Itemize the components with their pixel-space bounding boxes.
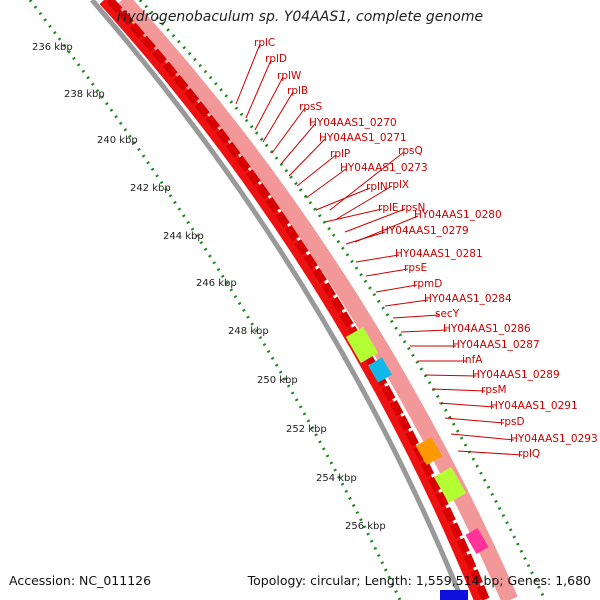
tick-label: 256 kbp (345, 521, 386, 532)
backbone-circle (90, 0, 465, 600)
gene-label-leader (457, 450, 523, 456)
feature-pink (465, 527, 489, 555)
gene-label: infA (462, 354, 483, 366)
gene-label-leader (431, 388, 486, 392)
gene-label-leader (305, 168, 347, 199)
feature-blue (440, 590, 468, 600)
gene-label: rpsD (500, 416, 525, 428)
gene-label-leader (344, 208, 406, 233)
feature-green (345, 327, 379, 363)
gene-label: HY04AAS1_0271 (319, 132, 407, 144)
gene-label: rplE (378, 202, 399, 214)
gene-label-leader (345, 231, 386, 245)
tick-label: 250 kbp (257, 375, 298, 386)
gene-label-leader (280, 123, 316, 165)
gene-label: rplN (366, 181, 388, 193)
feature-cyan (368, 357, 392, 383)
gene-label: HY04AAS1_0287 (452, 339, 540, 351)
gene-label-leader (235, 43, 261, 105)
gene-label-leader (365, 268, 409, 277)
tick-label: 252 kbp (286, 424, 327, 435)
gene-label-leader (296, 154, 337, 187)
gene-label-leader (392, 314, 440, 319)
tick-label: 248 kbp (228, 326, 269, 337)
genome-title: Hydrogenobaculum sp. Y04AAS1, complete g… (116, 9, 484, 25)
gene-label-leader (400, 329, 448, 333)
gene-label: rplD (265, 53, 287, 65)
gene-label: HY04AAS1_0279 (381, 225, 469, 237)
gene-label-leader (444, 417, 505, 424)
gene-label-leader (315, 187, 371, 211)
tick-label: 254 kbp (316, 473, 357, 484)
tick-label: 246 kbp (196, 278, 237, 289)
gene-label: HY04AAS1_0289 (472, 369, 560, 381)
gene-label-leader (262, 91, 294, 143)
gene-label-leader (288, 138, 326, 177)
gene-label: rpsQ (398, 145, 423, 157)
gene-label: HY04AAS1_0291 (490, 400, 578, 412)
gene-label: rplQ (518, 448, 540, 460)
tick-label: 242 kbp (130, 183, 171, 194)
gene-label: rpmD (413, 278, 442, 290)
tick-label: 238 kbp (64, 89, 105, 100)
gene-label: HY04AAS1_0284 (424, 293, 512, 305)
gene-ribbon (99, 0, 486, 600)
feature-orange (415, 436, 443, 466)
gene-label-leader (334, 185, 393, 221)
gene-label: rpsE (404, 262, 427, 274)
gene-label-leader (384, 299, 429, 307)
gene-label: rplP (330, 148, 350, 160)
gene-label-leader (375, 284, 418, 293)
gene-label: HY04AAS1_0280 (414, 209, 502, 221)
tick-label: 244 kbp (163, 231, 204, 242)
tick-label: 236 kbp (32, 42, 73, 53)
gene-label-leader (324, 208, 383, 223)
gene-label: rpsS (299, 101, 322, 113)
gene-label: HY04AAS1_0270 (309, 117, 397, 129)
gene-label: HY04AAS1_0273 (340, 162, 428, 174)
gene-label: rpsM (481, 384, 507, 396)
gene-label-leader (254, 76, 284, 131)
gene-label-leader (355, 254, 400, 263)
gene-label-leader (245, 59, 272, 119)
gene-label-leader (424, 374, 477, 377)
gene-label: rpsN (401, 202, 425, 214)
gene-label-leader (329, 151, 405, 211)
cds-band (115, 0, 518, 600)
gene-label: HY04AAS1_0286 (443, 323, 531, 335)
gene-label-leader (438, 402, 495, 408)
gene-label: secY (435, 308, 460, 320)
topology-label: Topology: circular; Length: 1,559,514 bp… (247, 573, 591, 588)
gene-label: rplC (254, 37, 275, 49)
gene-label: HY04AAS1_0293 (510, 433, 598, 445)
gene-label: HY04AAS1_0281 (395, 248, 483, 260)
tick-label: 240 kbp (97, 135, 138, 146)
gene-label-leader (271, 107, 306, 154)
accession-label: Accession: NC_011126 (9, 573, 152, 588)
gene-label: rplB (287, 85, 308, 97)
gene-label: rplW (277, 70, 302, 82)
gene-label: rplX (388, 179, 409, 191)
feature-green-2 (433, 467, 467, 503)
gene-label-leader (450, 433, 515, 441)
outer-tick-arc (138, 0, 547, 600)
